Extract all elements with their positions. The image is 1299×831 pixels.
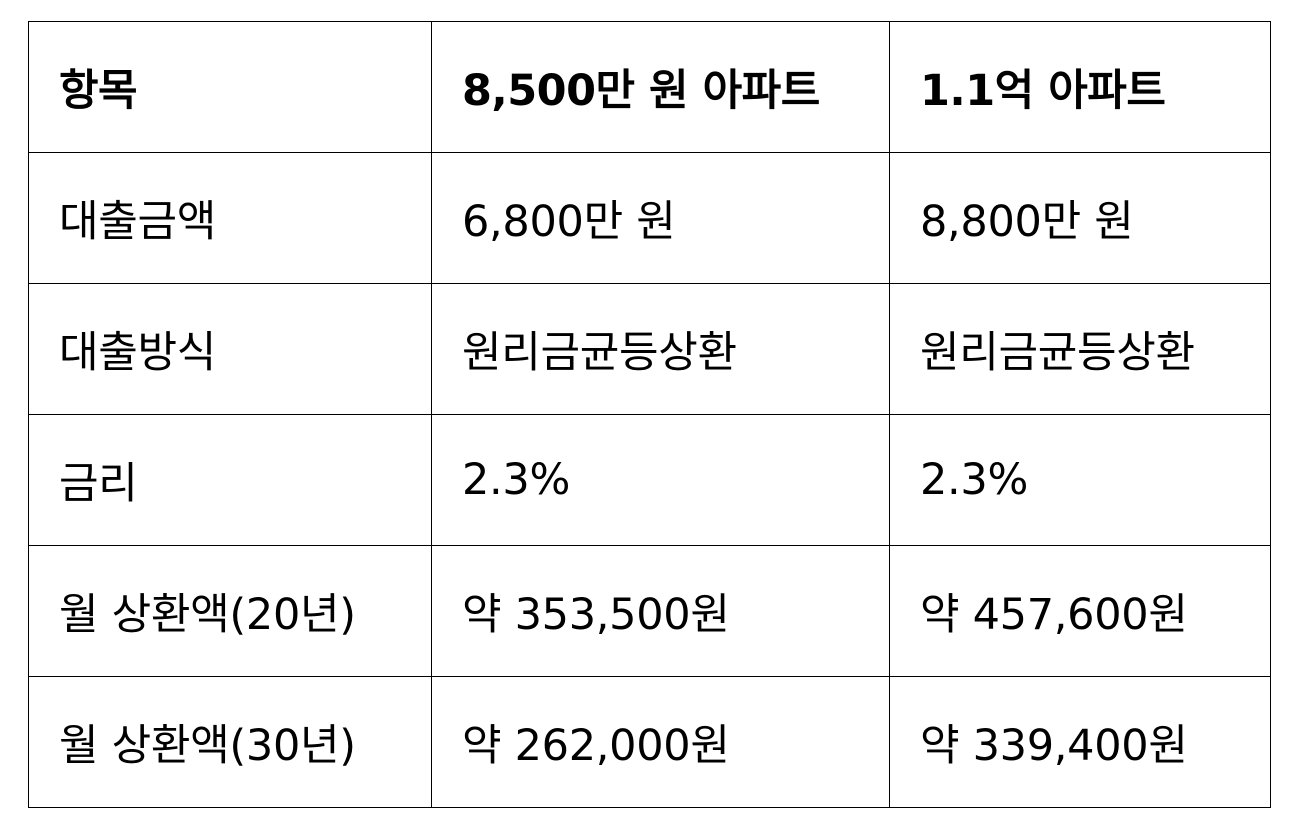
row-label: 대출방식 bbox=[28, 283, 432, 415]
table-cell: 약 457,600원 bbox=[889, 545, 1271, 677]
header-apartment-1-1: 1.1억 아파트 bbox=[889, 21, 1271, 153]
table-cell: 원리금균등상환 bbox=[889, 283, 1271, 415]
table-cell: 약 353,500원 bbox=[431, 545, 890, 677]
row-label: 월 상환액(30년) bbox=[28, 676, 432, 808]
table-header-row: 항목 8,500만 원 아파트 1.1억 아파트 bbox=[28, 21, 1271, 153]
table-cell: 2.3% bbox=[431, 414, 890, 546]
row-label: 대출금액 bbox=[28, 152, 432, 284]
table-row: 금리 2.3% 2.3% bbox=[28, 414, 1271, 546]
table-row: 대출방식 원리금균등상환 원리금균등상환 bbox=[28, 283, 1271, 415]
row-label: 금리 bbox=[28, 414, 432, 546]
table-cell: 2.3% bbox=[889, 414, 1271, 546]
table-cell: 약 339,400원 bbox=[889, 676, 1271, 808]
table-cell: 원리금균등상환 bbox=[431, 283, 890, 415]
header-apartment-8500: 8,500만 원 아파트 bbox=[431, 21, 890, 153]
table-cell: 6,800만 원 bbox=[431, 152, 890, 284]
table-cell: 8,800만 원 bbox=[889, 152, 1271, 284]
table-cell: 약 262,000원 bbox=[431, 676, 890, 808]
table-row: 대출금액 6,800만 원 8,800만 원 bbox=[28, 152, 1271, 284]
comparison-table-container: 항목 8,500만 원 아파트 1.1억 아파트 대출금액 6,800만 원 8… bbox=[28, 21, 1271, 808]
header-item: 항목 bbox=[28, 21, 432, 153]
loan-comparison-table: 항목 8,500만 원 아파트 1.1억 아파트 대출금액 6,800만 원 8… bbox=[28, 21, 1271, 808]
table-row: 월 상환액(20년) 약 353,500원 약 457,600원 bbox=[28, 545, 1271, 677]
row-label: 월 상환액(20년) bbox=[28, 545, 432, 677]
table-row: 월 상환액(30년) 약 262,000원 약 339,400원 bbox=[28, 676, 1271, 808]
